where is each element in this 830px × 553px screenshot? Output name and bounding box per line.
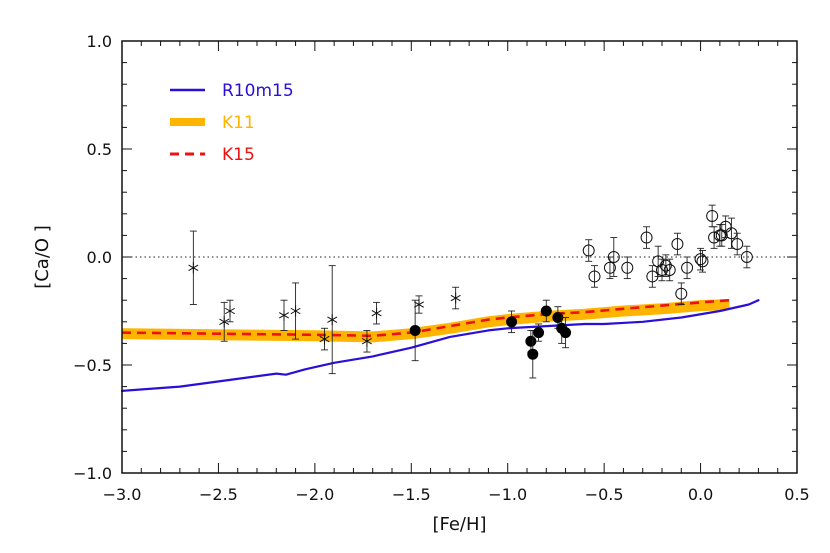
asterisk-stroke	[319, 335, 330, 343]
x-tick-label: −2.0	[295, 485, 334, 504]
data-point-open-circle	[621, 261, 634, 274]
data-point-asterisk	[327, 314, 338, 326]
y-tick-label: −1.0	[73, 464, 112, 483]
data-point-open-circle	[731, 238, 744, 251]
x-tick-label: 0.0	[688, 485, 713, 504]
data-point-open-circle	[659, 259, 672, 272]
data-point-open-circle	[640, 231, 653, 244]
data-point-filled-circle	[409, 324, 421, 336]
data-point-filled-circle	[533, 327, 545, 339]
data-point-open-circle	[696, 255, 709, 268]
y-axis-ticks: −1.0 −0.5 0.0 0.5 1.0	[73, 32, 797, 483]
data-point-open-circle	[681, 261, 694, 274]
data-point-open-circle	[694, 253, 707, 266]
asterisk-stroke	[219, 318, 230, 325]
data-point-open-circle	[582, 244, 595, 257]
asterisk-stroke	[327, 316, 338, 323]
y-tick-label: −0.5	[73, 356, 112, 375]
data-point-filled-circle	[506, 316, 518, 328]
data-point-asterisk	[319, 333, 330, 345]
observation-points	[188, 204, 753, 379]
data-point-asterisk	[224, 305, 236, 317]
legend-label-r10m15: R10m15	[222, 81, 294, 101]
x-tick-label: 0.5	[784, 485, 809, 504]
legend-label-k15: K15	[222, 145, 255, 165]
data-point-open-circle	[656, 263, 668, 276]
x-tick-label: −0.5	[585, 485, 624, 504]
data-point-open-circle	[715, 229, 728, 242]
series-k11-line	[121, 299, 730, 343]
series-r10m15-line	[120, 299, 760, 392]
x-tick-label: −1.0	[488, 485, 527, 504]
data-point-filled-circle	[560, 327, 572, 339]
data-point-open-circle	[588, 270, 601, 283]
x-axis-label: [Fe/H]	[432, 514, 486, 535]
asterisk-stroke	[290, 307, 301, 315]
asterisk-stroke	[361, 338, 372, 345]
data-point-asterisk	[278, 309, 290, 321]
data-point-open-circle	[603, 261, 616, 274]
asterisk-stroke	[224, 307, 236, 315]
x-tick-label: −1.5	[392, 485, 431, 504]
x-axis-ticks: −3.0 −2.5 −2.0 −1.5 −1.0 −0.5 0.0 0.5	[103, 41, 810, 504]
y-tick-label: 1.0	[87, 32, 112, 51]
asterisk-stroke	[188, 264, 199, 271]
data-point-open-circle	[671, 238, 684, 251]
data-point-asterisk	[219, 316, 230, 328]
x-tick-label: −3.0	[103, 485, 142, 504]
data-point-asterisk	[413, 299, 425, 311]
data-point-open-circle	[663, 263, 676, 276]
y-axis-label: [Ca/O ]	[32, 225, 53, 289]
asterisk-stroke	[371, 309, 382, 317]
y-tick-label: 0.0	[87, 248, 112, 267]
data-point-filled-circle	[552, 311, 564, 323]
data-point-open-circle	[652, 255, 665, 268]
data-point-filled-circle	[525, 335, 537, 347]
asterisk-stroke	[278, 312, 290, 319]
data-point-asterisk	[290, 305, 301, 317]
legend-label-k11: K11	[222, 113, 255, 133]
data-point-filled-circle	[527, 348, 539, 360]
data-point-asterisk	[450, 292, 461, 304]
asterisk-stroke	[413, 301, 425, 308]
y-tick-label: 0.5	[87, 140, 112, 159]
data-point-open-circle	[607, 251, 620, 263]
model-series	[120, 298, 760, 392]
data-point-asterisk	[371, 307, 382, 319]
data-point-open-circle	[740, 251, 753, 263]
data-point-open-circle	[675, 287, 688, 300]
data-point-asterisk	[361, 335, 372, 347]
data-point-filled-circle	[540, 305, 552, 317]
asterisk-stroke	[450, 294, 461, 302]
x-tick-label: −2.5	[199, 485, 238, 504]
data-point-open-circle	[706, 209, 719, 222]
data-point-asterisk	[188, 262, 199, 274]
legend: R10m15 K11 K15	[170, 81, 294, 165]
